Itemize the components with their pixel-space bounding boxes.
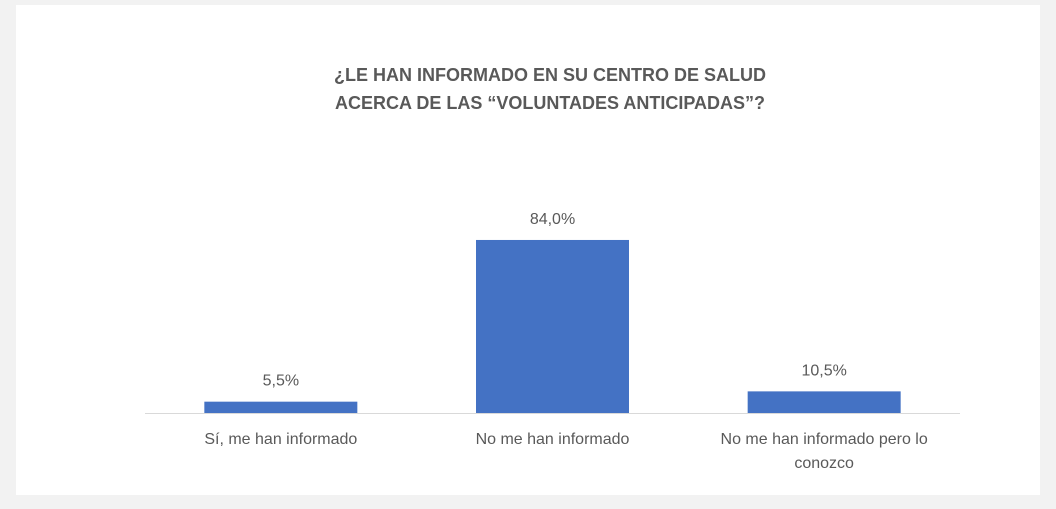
chart-title: ¿LE HAN INFORMADO EN SU CENTRO DE SALUD: [334, 65, 766, 85]
bar: [476, 239, 629, 413]
data-label: 84,0%: [530, 211, 575, 228]
bar: [204, 401, 358, 413]
bar: [747, 391, 901, 413]
data-label: 10,5%: [801, 362, 846, 379]
x-tick-label: No me han informado: [475, 431, 630, 448]
chart-title: ACERCA DE LAS “VOLUNTADES ANTICIPADAS”?: [335, 93, 765, 113]
x-tick-label: No me han informado pero lo conozco: [720, 431, 928, 472]
x-tick-label: Sí, me han informado: [204, 431, 358, 448]
data-label: 5,5%: [263, 373, 299, 390]
